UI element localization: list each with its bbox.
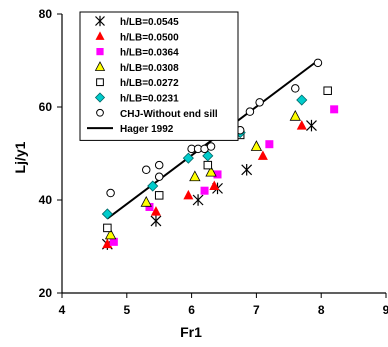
data-point bbox=[323, 86, 332, 95]
legend-marker bbox=[94, 92, 106, 103]
data-point bbox=[257, 150, 268, 160]
series-6 bbox=[106, 58, 323, 198]
x-tick-label: 7 bbox=[253, 303, 260, 317]
data-point bbox=[291, 84, 300, 93]
data-point bbox=[255, 98, 264, 107]
legend-box bbox=[79, 11, 239, 141]
legend-label: h/LB=0.0231 bbox=[120, 94, 179, 105]
data-point bbox=[241, 164, 253, 176]
axes: 4 5 6 7 8 9 20 40 60 80 Fr1 Lj/y1 bbox=[12, 7, 388, 340]
data-point bbox=[296, 94, 308, 106]
data-point bbox=[200, 186, 209, 195]
data-point bbox=[250, 140, 263, 151]
legend-label: h/LB=0.0545 bbox=[120, 17, 179, 28]
x-tick-label: 9 bbox=[383, 303, 388, 317]
data-point bbox=[145, 202, 154, 211]
data-points bbox=[101, 58, 339, 250]
legend-marker bbox=[96, 108, 104, 117]
legend-label: h/LB=0.0272 bbox=[120, 78, 179, 89]
data-point bbox=[209, 180, 220, 191]
series-3 bbox=[104, 109, 301, 240]
legend-marker bbox=[94, 61, 106, 71]
legend-label: Hager 1992 bbox=[120, 124, 174, 135]
data-point bbox=[306, 119, 317, 132]
y-tick-label: 40 bbox=[39, 193, 53, 207]
legend-marker bbox=[96, 78, 104, 87]
x-tick-label: 8 bbox=[318, 303, 325, 317]
data-point bbox=[296, 120, 307, 130]
data-point bbox=[313, 58, 323, 68]
legend-label: h/LB=0.0308 bbox=[120, 63, 179, 74]
data-point bbox=[206, 142, 216, 151]
data-point bbox=[150, 215, 162, 227]
data-point bbox=[203, 160, 213, 170]
data-point bbox=[150, 206, 161, 216]
data-point bbox=[202, 150, 214, 162]
x-tick-label: 4 bbox=[59, 303, 66, 317]
legend-label: CHJ-Without end sill bbox=[120, 109, 218, 120]
legend-marker bbox=[95, 15, 105, 27]
data-point bbox=[140, 195, 152, 207]
legend-marker bbox=[95, 31, 105, 40]
data-point bbox=[330, 105, 339, 114]
y-tick-label: 60 bbox=[39, 100, 53, 114]
y-axis-title: Lj/y1 bbox=[12, 141, 28, 173]
data-point bbox=[101, 208, 113, 220]
data-point bbox=[154, 172, 164, 181]
data-point bbox=[213, 170, 222, 179]
data-point bbox=[183, 189, 194, 200]
series-2 bbox=[109, 105, 339, 246]
data-point bbox=[205, 165, 217, 177]
data-point bbox=[103, 223, 112, 233]
legend-label: h/LB=0.0364 bbox=[120, 48, 179, 59]
data-point bbox=[109, 237, 118, 246]
x-axis-title: Fr1 bbox=[180, 324, 202, 340]
data-point bbox=[141, 165, 151, 175]
data-point bbox=[104, 228, 117, 240]
data-point bbox=[147, 180, 159, 192]
y-tick-label: 80 bbox=[39, 7, 53, 21]
data-point bbox=[106, 188, 115, 198]
data-point bbox=[154, 191, 164, 200]
data-point bbox=[182, 152, 194, 164]
x-tick-label: 6 bbox=[188, 303, 195, 317]
legend: h/LB=0.0545 h/LB=0.0500 h/LB=0.0364 h/LB=0.… bbox=[79, 11, 239, 141]
legend-label: h/LB=0.0500 bbox=[120, 32, 179, 43]
data-point bbox=[289, 109, 301, 121]
data-point bbox=[189, 170, 201, 182]
data-point bbox=[265, 140, 274, 149]
legend-marker bbox=[96, 48, 104, 56]
x-tick-label: 5 bbox=[123, 303, 130, 317]
data-point bbox=[192, 194, 204, 206]
series-1 bbox=[102, 120, 307, 249]
data-point bbox=[154, 160, 164, 170]
data-point bbox=[245, 107, 255, 116]
y-tick-label: 20 bbox=[39, 286, 53, 300]
